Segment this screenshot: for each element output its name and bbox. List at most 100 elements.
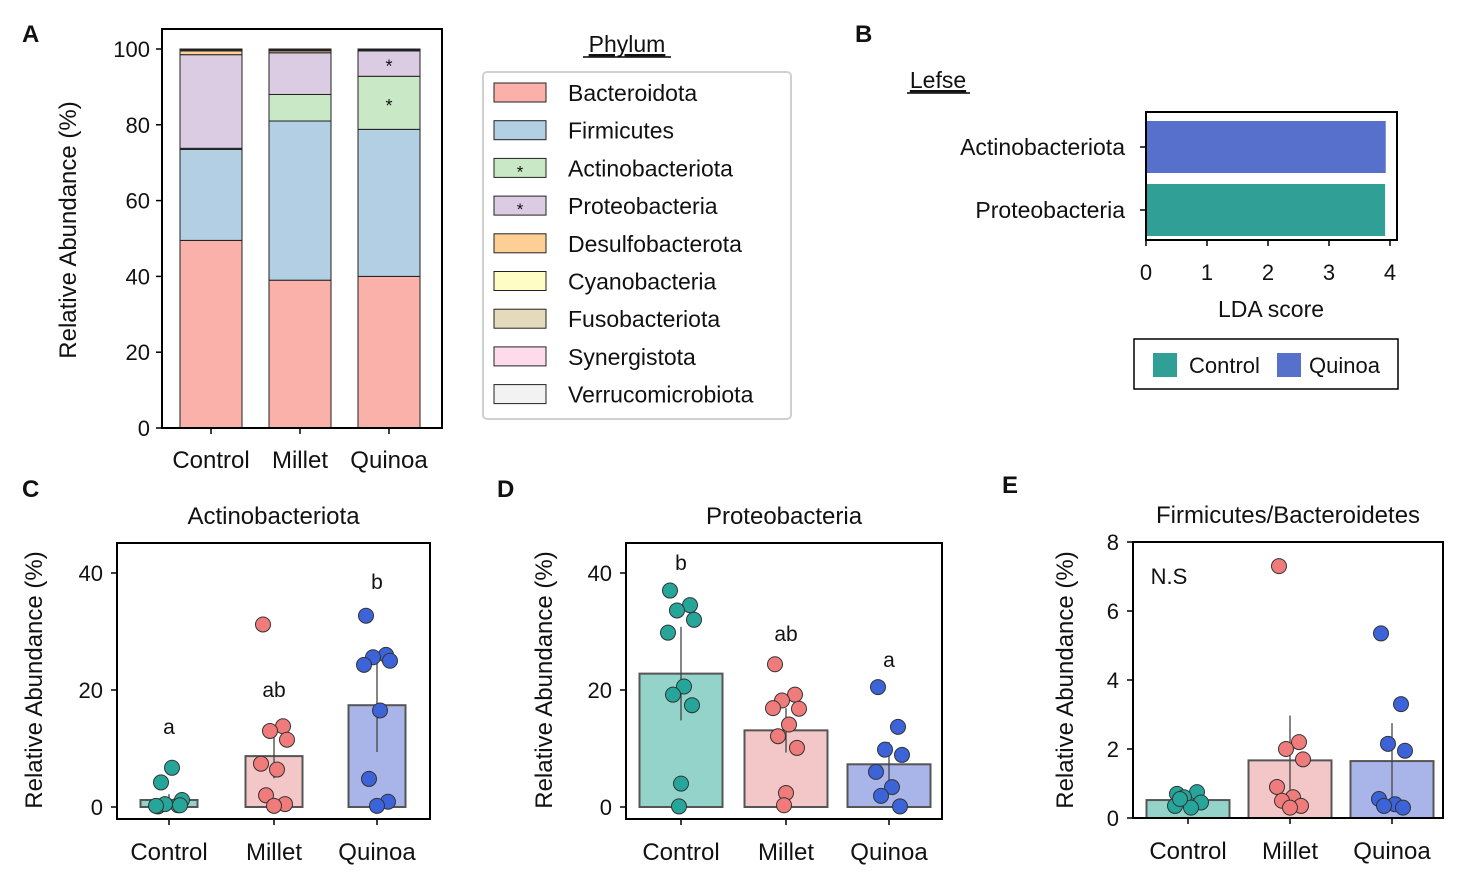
data-point-control xyxy=(686,611,702,628)
y-tick-label: 60 xyxy=(126,189,150,214)
panel-b-lefse-chart: Lefse Actinobacteriota Proteobacteria 0 1 2 3 4… xyxy=(907,67,1399,390)
data-point-millet xyxy=(791,700,807,717)
panel-a-stacked-bar-chart: Control Millet Quinoa * * 0 20 40 60 80 100 Relativ… xyxy=(55,28,792,474)
legend-label-proteobacteria: Proteobacteria xyxy=(568,193,718,219)
x-tick-label-millet: Millet xyxy=(758,839,814,866)
legend-label-quinoa: Quinoa xyxy=(1309,353,1381,378)
plot-frame xyxy=(116,542,431,820)
y-tick-label: 4 xyxy=(1107,668,1119,693)
data-point-millet xyxy=(1278,741,1294,757)
plot-frame xyxy=(1145,111,1398,241)
data-point-quinoa xyxy=(361,770,377,787)
panel-label-a: A xyxy=(22,21,39,48)
annotation-ns: N.S xyxy=(1151,564,1188,589)
bar-segment-control-bacteroidota xyxy=(179,239,243,429)
data-point-control xyxy=(684,697,700,714)
legend-swatch-firmicutes xyxy=(493,120,547,141)
significance-letter-millet: ab xyxy=(774,623,797,646)
data-point-quinoa xyxy=(870,679,886,696)
data-point-quinoa xyxy=(873,787,889,804)
data-point-quinoa xyxy=(1395,799,1411,816)
data-point-quinoa xyxy=(877,741,893,758)
bar-segment-millet-firmicutes xyxy=(268,120,332,281)
legend-swatch-quinoa xyxy=(1277,353,1301,377)
bar-segment-control-desulfobacterota xyxy=(179,50,243,56)
legend-title: Phylum xyxy=(589,31,666,57)
legend-swatch-verrucomicrobiota xyxy=(493,384,547,405)
y-axis-label: Relative Abundance (%) xyxy=(531,551,558,808)
y-tick-label: 6 xyxy=(1107,599,1119,624)
legend-swatch-actinobacteriota xyxy=(493,157,547,178)
x-tick-label-millet: Millet xyxy=(246,839,302,866)
x-tick-label-control: Control xyxy=(130,839,207,866)
data-point-millet xyxy=(1271,558,1287,575)
legend-label-actinobacteriota: Actinobacteriota xyxy=(568,155,733,181)
legend-swatch-synergistota xyxy=(493,346,547,367)
data-point-quinoa xyxy=(1380,735,1396,752)
chart-title: Proteobacteria xyxy=(706,503,863,530)
y-tick-label: 8 xyxy=(1107,530,1119,555)
x-tick-label-control: Control xyxy=(1149,838,1226,865)
y-axis-label: Relative Abundance (%) xyxy=(21,551,48,808)
data-point-control xyxy=(660,624,676,641)
chart-title: Firmicutes/Bacteroidetes xyxy=(1156,502,1420,529)
data-point-millet xyxy=(262,722,278,739)
y-tick-label: 40 xyxy=(588,561,612,586)
data-point-quinoa xyxy=(884,779,900,796)
data-point-quinoa xyxy=(358,607,374,624)
y-tick-label: 80 xyxy=(126,113,150,138)
data-point-millet xyxy=(770,728,786,745)
data-point-quinoa xyxy=(372,702,388,719)
data-point-quinoa xyxy=(1397,742,1413,759)
y-tick-label: 0 xyxy=(1107,806,1119,831)
bar-segment-control-firmicutes xyxy=(179,148,243,241)
significance-letter-quinoa: a xyxy=(883,649,895,672)
panel-label-d: D xyxy=(497,476,514,503)
legend-star-actinobacteriota: * xyxy=(517,162,524,181)
legend-swatch-cyanobacteria xyxy=(493,271,547,291)
data-point-millet xyxy=(1282,799,1298,816)
data-point-quinoa xyxy=(382,652,398,669)
data-point-millet xyxy=(765,700,781,717)
data-point-control xyxy=(172,797,188,814)
significance-star-actinobacteriota: * xyxy=(385,96,392,116)
y-tick-label-proteobacteria: Proteobacteria xyxy=(975,197,1125,223)
legend-swatch-fusobacteriota xyxy=(493,308,547,329)
significance-letter-control: b xyxy=(675,552,687,575)
y-tick-label: 0 xyxy=(138,416,150,441)
legend-label-cyanobacteria: Cyanobacteria xyxy=(568,269,717,295)
significance-letter-control: a xyxy=(163,716,175,739)
data-point-millet xyxy=(253,755,269,772)
data-point-millet xyxy=(258,787,274,804)
x-tick-label-millet: Millet xyxy=(272,447,328,474)
x-tick-label-quinoa: Quinoa xyxy=(350,447,428,474)
data-point-control xyxy=(673,775,689,792)
lda-bar-actinobacteriota xyxy=(1146,121,1386,173)
data-point-control xyxy=(1172,791,1188,808)
y-tick-label: 20 xyxy=(79,678,103,703)
panel-label-b: B xyxy=(855,21,872,48)
data-point-quinoa xyxy=(1393,696,1409,713)
data-point-millet xyxy=(781,716,797,733)
data-point-control xyxy=(164,759,180,776)
legend-box xyxy=(482,71,792,420)
bar-segment-quinoa-bacteroidota xyxy=(357,275,421,429)
panel-e-firmicutes-bacteroidetes-chart: Firmicutes/Bacteroidetes Control Millet Qui… xyxy=(1052,502,1444,865)
data-point-millet xyxy=(789,739,805,756)
x-tick-label-millet: Millet xyxy=(1262,838,1318,865)
data-point-control xyxy=(669,602,685,619)
legend-label-control: Control xyxy=(1189,353,1260,378)
data-point-millet xyxy=(279,731,295,748)
data-point-quinoa xyxy=(894,746,910,763)
significance-letter-quinoa: b xyxy=(371,571,383,594)
x-tick-label: 4 xyxy=(1384,260,1396,285)
data-point-millet xyxy=(255,616,271,633)
panel-label-e: E xyxy=(1002,472,1018,499)
panel-label-c: C xyxy=(22,476,39,503)
data-point-control xyxy=(665,686,681,703)
legend-label-bacteroidota: Bacteroidota xyxy=(568,80,697,106)
data-point-millet xyxy=(1291,734,1307,751)
x-tick-label: 1 xyxy=(1201,260,1213,285)
legend-label-firmicutes: Firmicutes xyxy=(568,118,674,144)
bar-segment-control-proteobacteria xyxy=(179,54,243,149)
